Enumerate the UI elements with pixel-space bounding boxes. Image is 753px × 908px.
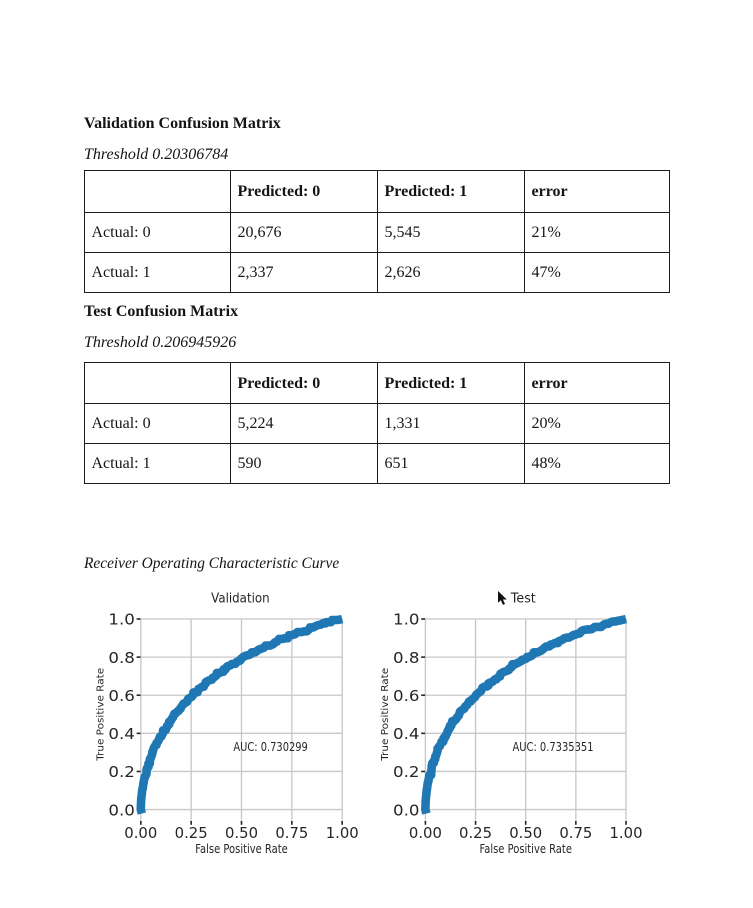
x-tick-mark — [575, 820, 577, 825]
cell-value: 21% — [523, 212, 670, 254]
x-tick-label: 0.00 — [409, 824, 442, 842]
x-tick-label: 0.75 — [559, 824, 592, 842]
x-tick-mark — [190, 820, 192, 825]
table-row: Actual: 1 2,337 2,626 47% — [83, 252, 670, 293]
cell-value: 590 — [229, 443, 378, 484]
validation-confusion-heading: Validation Confusion Matrix — [84, 114, 281, 132]
x-tick-mark — [140, 820, 142, 825]
roc-caption: Receiver Operating Characteristic Curve — [84, 555, 340, 572]
y-tick-label: 0.6 — [393, 687, 420, 705]
row-label: Actual: 0 — [83, 212, 231, 254]
y-tick-mark — [421, 656, 426, 658]
roc-curve — [136, 614, 345, 815]
x-tick-label: 0.75 — [275, 824, 308, 842]
y-tick-label: 1.0 — [393, 611, 420, 629]
row-label: Actual: 0 — [83, 402, 231, 445]
mouse-cursor[interactable] — [497, 589, 509, 606]
y-tick-mark — [421, 694, 426, 697]
roc-chart-test: 0.00 0.25 0.50 0.75 1.00 0.0 0.2 0.4 0.6 0.8 1.0 Te… — [380, 591, 643, 856]
x-tick-mark — [625, 820, 627, 825]
y-tick-mark — [421, 732, 426, 735]
x-tick-label: 0.50 — [225, 824, 258, 842]
y-tick-label: 1.0 — [108, 611, 135, 629]
cell-value: 20% — [523, 402, 670, 445]
x-tick-label: 1.00 — [610, 824, 643, 842]
x-tick-label: 0.50 — [509, 824, 542, 842]
x-tick-label: 0.00 — [124, 824, 157, 842]
cell-value: 2,626 — [376, 252, 525, 293]
y-tick-label: 0.0 — [393, 801, 420, 819]
y-tick-label: 0.4 — [393, 725, 420, 743]
x-tick-mark — [341, 820, 343, 825]
validation-threshold-text: Threshold 0.20306784 — [84, 146, 229, 164]
auc-annotation: AUC: 0.7335351 — [513, 740, 594, 755]
y-tick-label: 0.6 — [108, 687, 135, 705]
x-tick-mark — [291, 820, 293, 825]
validation-confusion-table: Predicted: 0 Predicted: 1 error Actual: … — [83, 170, 670, 293]
cell-value: 48% — [523, 443, 670, 484]
x-tick-label: 1.00 — [326, 824, 359, 842]
y-tick-mark — [136, 694, 141, 697]
y-tick-label: 0.8 — [393, 649, 420, 667]
y-axis-label: True Positive Rate — [380, 668, 391, 762]
x-tick-label: 0.25 — [459, 824, 492, 842]
roc-chart-validation: 0.00 0.25 0.50 0.75 1.00 0.0 0.2 0.4 0.6 0.8 1.0 Va… — [95, 591, 358, 856]
test-confusion-table: Predicted: 0 Predicted: 1 error Actual: … — [83, 362, 670, 484]
predicted-1-header: Predicted: 1 — [376, 362, 525, 404]
table-row: Actual: 1 590 651 48% — [83, 443, 670, 484]
row-label: Actual: 1 — [83, 252, 231, 293]
table-header-row: Predicted: 0 Predicted: 1 error — [83, 170, 670, 214]
x-tick-mark — [474, 820, 477, 825]
table-row: Actual: 0 20,676 5,545 21% — [83, 212, 670, 254]
y-tick-mark — [421, 618, 426, 620]
y-tick-label: 0.4 — [108, 725, 135, 743]
cell-value: 5,545 — [376, 212, 525, 254]
x-axis-label: False Positive Rate — [195, 842, 288, 856]
test-confusion-heading: Test Confusion Matrix — [84, 303, 239, 321]
x-tick-mark — [424, 820, 427, 825]
y-tick-label: 0.8 — [108, 649, 135, 667]
cell-value: 47% — [523, 252, 670, 293]
cell-value: 2,337 — [229, 252, 378, 293]
y-tick-label: 0.2 — [393, 763, 420, 781]
chart-title: Test — [510, 591, 536, 606]
y-tick-mark — [136, 656, 141, 658]
x-tick-mark — [240, 820, 243, 825]
x-tick-mark — [524, 820, 527, 825]
table-header-row: Predicted: 0 Predicted: 1 error — [83, 362, 670, 404]
test-threshold-text: Threshold 0.206945926 — [84, 334, 237, 352]
x-axis-label: False Positive Rate — [479, 842, 572, 856]
predicted-0-header: Predicted: 0 — [229, 362, 378, 404]
cell-value: 20,676 — [229, 212, 378, 254]
corner-cell — [83, 170, 231, 214]
y-tick-label: 0.0 — [108, 801, 135, 819]
table-row: Actual: 0 5,224 1,331 20% — [83, 402, 670, 445]
y-tick-mark — [136, 732, 141, 735]
x-tick-label: 0.25 — [175, 824, 208, 842]
error-header: error — [523, 362, 670, 404]
predicted-1-header: Predicted: 1 — [376, 170, 525, 214]
auc-annotation: AUC: 0.730299 — [233, 740, 308, 755]
y-axis-label: True Positive Rate — [95, 668, 106, 762]
roc-curve — [421, 614, 628, 815]
y-tick-label: 0.2 — [108, 763, 135, 781]
row-label: Actual: 1 — [83, 443, 231, 484]
cell-value: 1,331 — [376, 402, 525, 445]
y-tick-mark — [421, 770, 426, 773]
y-tick-mark — [136, 618, 141, 620]
chart-title: Validation — [211, 591, 270, 606]
y-tick-mark — [136, 770, 141, 773]
cell-value: 5,224 — [229, 402, 378, 445]
